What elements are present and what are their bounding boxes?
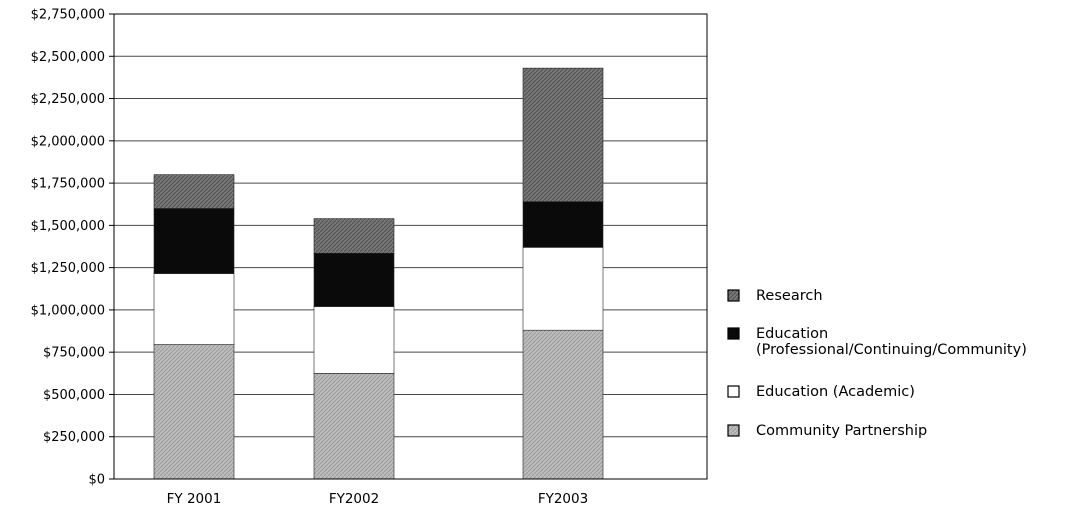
y-tick-label: $1,750,000 [31,177,105,192]
bar-segment-education-academic [522,247,604,331]
legend-label: Education [756,326,828,342]
y-tick-label: $0 [88,473,105,488]
y-tick-label: $2,000,000 [31,134,105,149]
legend-item: Education (Academic) [727,384,915,400]
bars [153,67,604,480]
x-tick-label: FY2002 [329,491,379,507]
y-axis-tick-labels: $0 $250,000 $500,000 $750,000 $1,000,000 $1,2… [31,8,114,488]
bar-segment-community-partnership [313,373,395,480]
y-tick-label: $1,250,000 [31,261,105,276]
bar-segment-research [153,174,235,209]
plot-frame [113,13,708,480]
bar-segment-education-academic [153,273,235,345]
bar-segment-research [313,218,395,254]
bar-segment-community-partnership [153,344,235,480]
legend-swatch [727,424,740,437]
y-tick-label: $750,000 [43,346,105,361]
y-tick-label: $500,000 [43,388,105,403]
y-tick-label: $2,750,000 [31,8,105,23]
x-axis-tick-labels: FY 2001 FY2002 FY2003 [167,491,589,507]
bar-segment-research [522,67,604,202]
legend-swatch [727,385,740,398]
bar-segment-education-academic [313,306,395,374]
y-tick-label: $250,000 [43,430,105,445]
bar-segment-education-professional-continuing-community [313,252,395,307]
bar-segment-education-professional-continuing-community [153,208,235,274]
legend-swatch [727,289,740,302]
legend-label: Education (Academic) [756,384,915,400]
legend-item: Education(Professional/Continuing/Commun… [727,326,1027,358]
legend: Research Education(Professional/Continuin… [727,288,1027,439]
x-tick-label: FY 2001 [167,491,222,507]
legend-label: Research [756,288,823,304]
bar-segment-education-professional-continuing-community [522,201,604,248]
legend-label: (Professional/Continuing/Community) [756,342,1027,358]
bar-segment-community-partnership [522,329,604,480]
legend-label: Community Partnership [756,423,927,439]
legend-item: Research [727,288,823,304]
legend-swatch [727,327,740,340]
legend-item: Community Partnership [727,423,927,439]
y-tick-label: $2,250,000 [31,92,105,107]
y-tick-label: $1,500,000 [31,219,105,234]
y-tick-label: $1,000,000 [31,303,105,318]
y-tick-label: $2,500,000 [31,50,105,65]
x-tick-label: FY2003 [538,491,588,507]
